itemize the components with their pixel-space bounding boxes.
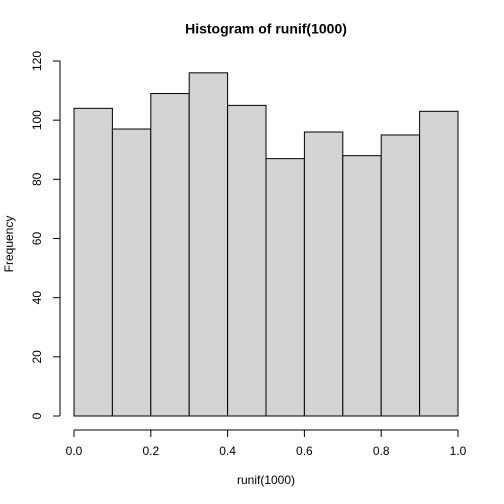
x-tick-label: 0.6 (296, 444, 313, 458)
x-tick-label: 1.0 (450, 444, 467, 458)
chart-title: Histogram of runif(1000) (185, 21, 347, 37)
x-tick-label: 0.4 (219, 444, 236, 458)
bar (188, 72, 229, 417)
y-tick-label: 40 (30, 291, 44, 305)
y-tick-label: 60 (30, 232, 44, 246)
bar (73, 107, 113, 417)
bar (303, 131, 344, 417)
x-tick-label: 0.2 (142, 444, 159, 458)
bar (227, 104, 267, 417)
bar (342, 155, 382, 417)
x-tick-label: 0.8 (373, 444, 390, 458)
bar (265, 158, 305, 417)
y-tick-label: 20 (30, 350, 44, 364)
x-axis-label: runif(1000) (237, 473, 295, 487)
x-tick-label: 0.0 (66, 444, 83, 458)
y-tick-label: 120 (30, 51, 44, 71)
y-axis-label: Frequency (2, 216, 16, 273)
bar (419, 110, 459, 417)
y-tick-label: 100 (30, 110, 44, 130)
y-tick-label: 80 (30, 172, 44, 186)
bar (111, 128, 152, 417)
y-tick-label: 0 (30, 412, 44, 419)
bar (150, 93, 190, 417)
bar (380, 134, 421, 417)
